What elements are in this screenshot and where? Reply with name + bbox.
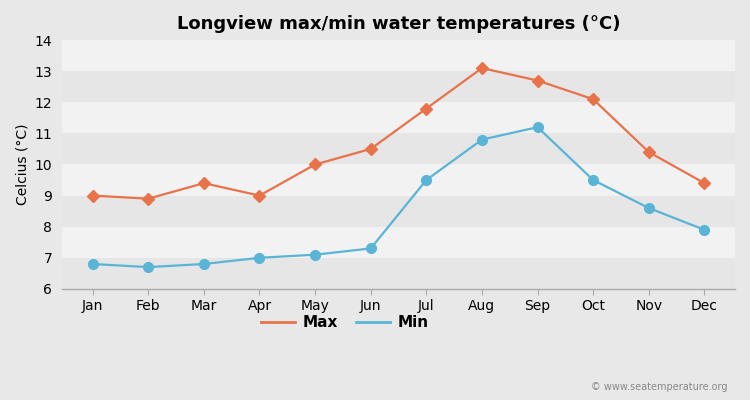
Text: © www.seatemperature.org: © www.seatemperature.org [591,382,728,392]
Min [88,262,97,266]
Min [144,265,153,270]
Max [255,193,264,198]
Bar [62,71,735,102]
Max [310,162,320,167]
Title: Longview max/min water temperatures (°C): Longview max/min water temperatures (°C) [177,15,620,33]
Bar [62,196,735,227]
Max [200,181,208,186]
Min [366,246,375,251]
Min [422,178,430,182]
Max [88,193,97,198]
Line: Max: Max [88,64,709,203]
Max [478,66,487,70]
Max [366,146,375,151]
Max [144,196,153,201]
Y-axis label: Celcius (°C): Celcius (°C) [15,124,29,205]
Min [700,227,709,232]
Max [589,97,598,102]
Bar [62,102,735,133]
Min [255,255,264,260]
Max [644,150,653,154]
Min [589,178,598,182]
Bar [62,258,735,289]
Min [200,262,208,266]
Min [310,252,320,257]
Bar [62,40,735,71]
Bar [62,133,735,164]
Legend: Max, Min: Max, Min [255,309,434,336]
Line: Min: Min [88,122,710,272]
Max [533,78,542,83]
Min [478,137,487,142]
Bar [62,227,735,258]
Min [644,206,653,210]
Max [700,181,709,186]
Bar [62,164,735,196]
Min [533,125,542,130]
Max [422,106,430,111]
